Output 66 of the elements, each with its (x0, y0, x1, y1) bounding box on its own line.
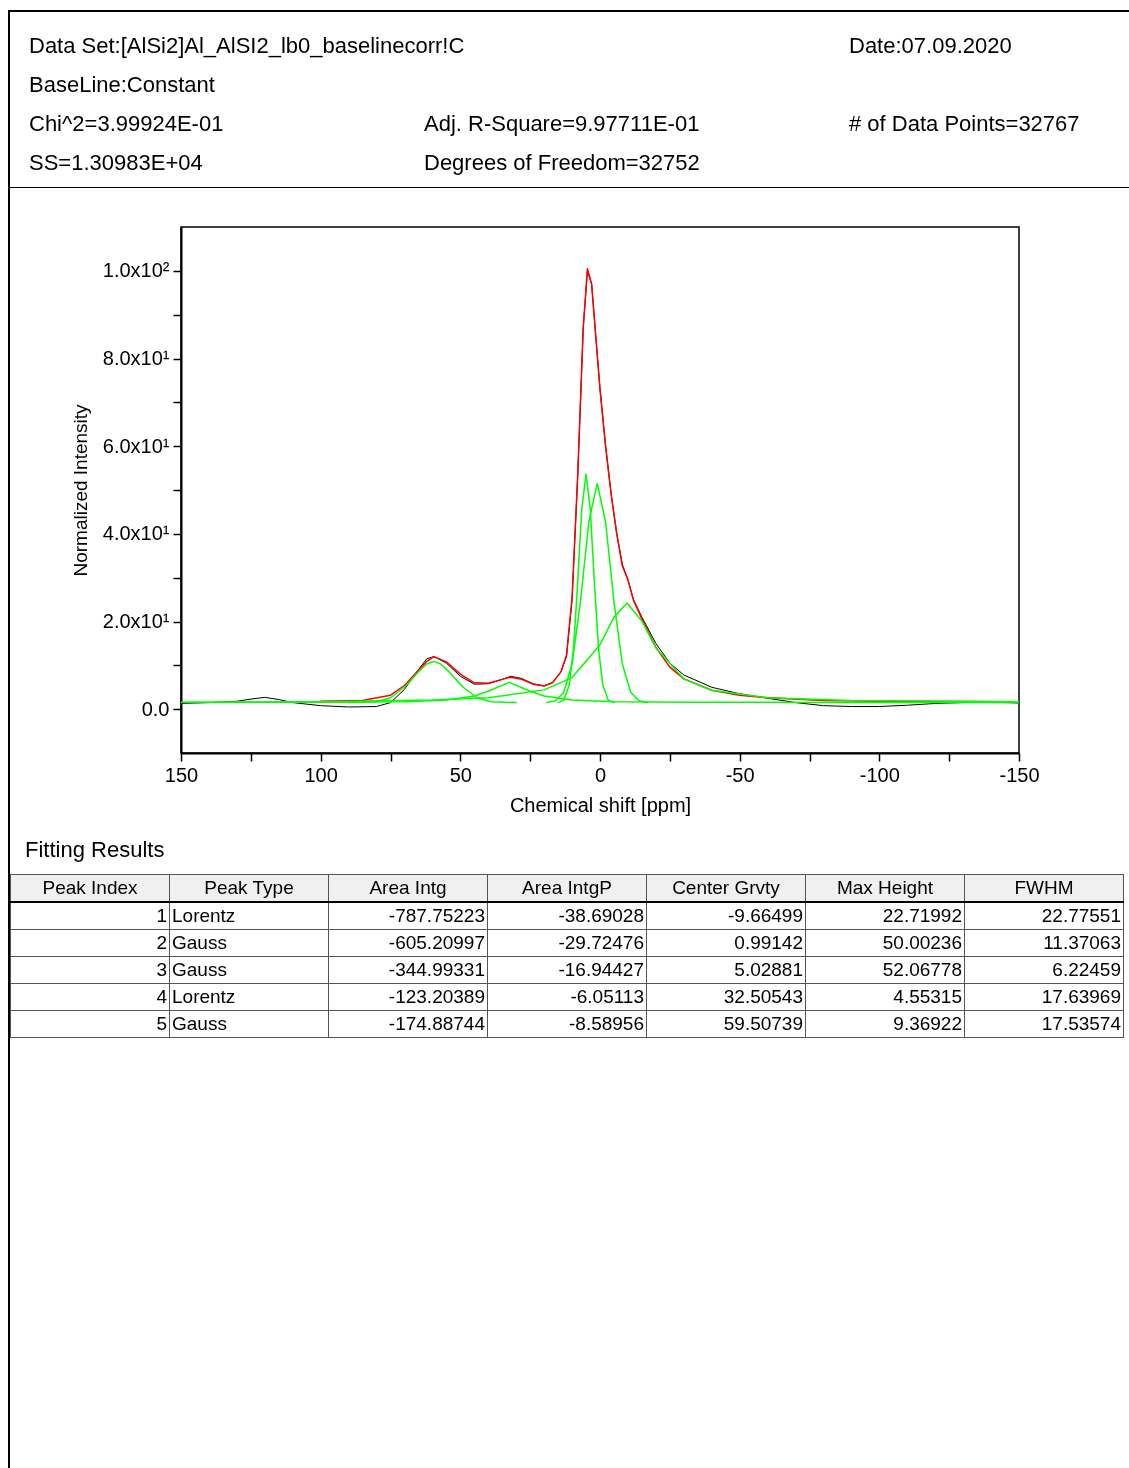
text: 5.02881 (646, 956, 806, 984)
text: -787.75223 (328, 902, 488, 930)
text: Gauss (169, 929, 329, 957)
text: 3 (10, 956, 170, 984)
x-axis-title: Chemical shift [ppm] (509, 793, 692, 816)
text: 59.50739 (646, 1010, 806, 1038)
text: -174.88744 (328, 1010, 488, 1038)
text: 50.00236 (805, 929, 965, 957)
text: SS=1.30983E+04 (29, 150, 203, 176)
x-tick-label: 50 (449, 763, 472, 786)
text: BaseLine:Constant (29, 72, 215, 98)
text: -16.94427 (487, 956, 647, 984)
text: 22.77551 (964, 902, 1124, 930)
text: Lorentz (169, 902, 329, 930)
text: 2 (10, 929, 170, 957)
text: 17.53574 (964, 1010, 1124, 1038)
text: Date:07.09.2020 (849, 33, 1012, 59)
text: 22.71992 (805, 902, 965, 930)
y-axis-title: Normalized Intensity (69, 403, 91, 577)
text: Peak Index (10, 874, 170, 902)
text: -9.66499 (646, 902, 806, 930)
text: -6.05113 (487, 983, 647, 1011)
text: Peak Type (169, 874, 329, 902)
x-tick-label: 150 (164, 763, 199, 786)
text: # of Data Points=32767 (849, 111, 1080, 137)
y-tick-label: 6.0x10¹ (102, 434, 170, 457)
text: -344.99331 (328, 956, 488, 984)
y-tick-label: 4.0x10¹ (102, 522, 170, 545)
text: -8.58956 (487, 1010, 647, 1038)
text: -29.72476 (487, 929, 647, 957)
text: 32.50543 (646, 983, 806, 1011)
text: Gauss (169, 956, 329, 984)
text: Chi^2=3.99924E-01 (29, 111, 224, 137)
y-tick-label: 1.0x10² (102, 259, 170, 282)
y-tick-label: 2.0x10¹ (102, 610, 170, 632)
text: 5 (10, 1010, 170, 1038)
text: -605.20997 (328, 929, 488, 957)
text: Area IntgP (487, 874, 647, 902)
x-tick-label: 0 (594, 763, 607, 786)
text: Lorentz (169, 983, 329, 1011)
text: Degrees of Freedom=32752 (424, 150, 700, 176)
text: 9.36922 (805, 1010, 965, 1038)
text: Data Set:[AlSi2]Al_AlSI2_lb0_baselinecorr!C (29, 33, 465, 59)
text: 4 (10, 983, 170, 1011)
x-tick-label: -50 (725, 763, 755, 786)
x-tick-label: -100 (859, 763, 900, 786)
text: 52.06778 (805, 956, 965, 984)
text: 11.37063 (964, 929, 1124, 957)
text: 1 (10, 902, 170, 930)
text: Center Grvty (646, 874, 806, 902)
text: 4.55315 (805, 983, 965, 1011)
text: Max Height (805, 874, 965, 902)
text: Gauss (169, 1010, 329, 1038)
text: Area Intg (328, 874, 488, 902)
text: 17.63969 (964, 983, 1124, 1011)
x-tick-label: 100 (304, 763, 338, 786)
text: FWHM (964, 874, 1124, 902)
text: -38.69028 (487, 902, 647, 930)
y-tick-label: 0.0 (141, 697, 170, 720)
text: Adj. R-Square=9.97711E-01 (424, 111, 700, 137)
text: 0.99142 (646, 929, 806, 957)
x-tick-label: -150 (999, 763, 1040, 786)
text: Fitting Results (25, 837, 165, 863)
text: -123.20389 (328, 983, 488, 1011)
y-tick-label: 8.0x10¹ (102, 347, 170, 369)
text: 6.22459 (964, 956, 1124, 984)
